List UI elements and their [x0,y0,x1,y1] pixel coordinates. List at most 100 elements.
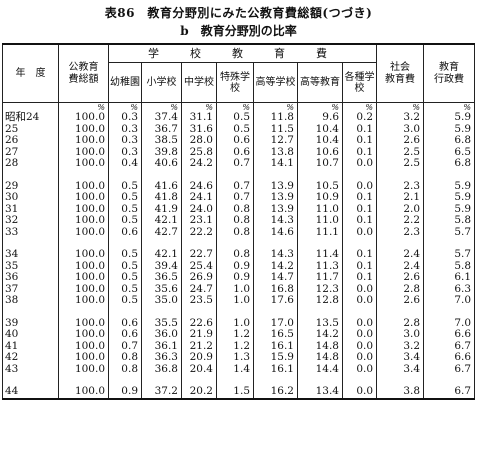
table-row: 32 100.0 0.5 42.1 23.1 0.8 14.3 11.0 0.1 2.2 5.8 [2,214,476,227]
value-cell: 2.6 [376,271,425,284]
header-admin: 教育 行政費 [423,43,476,103]
year-cell: 43 [2,363,59,375]
value-cell: 7.0 [423,317,476,329]
value-cell: 41.8 [141,191,182,204]
value-cell: 0.1 [341,203,378,215]
value-cell: 15.9 [253,351,298,364]
value-cell: 100.0 [58,214,109,227]
value-cell: 2.1 [376,191,425,204]
value-cell: 100.0 [58,248,109,261]
value-cell: 0.1 [341,260,378,272]
value-cell: 0.0 [341,283,378,295]
value-cell: 5.8 [423,260,476,272]
table-row: 35 100.0 0.5 39.4 25.4 0.9 14.2 11.3 0.1 2.4 5.8 [2,260,476,272]
value-cell: 11.0 [297,214,343,227]
value-cell: 6.6 [423,351,476,364]
value-cell: 2.4 [376,248,425,261]
table-row: 42 100.0 0.8 36.3 20.9 1.3 15.9 14.8 0.0 3.4 6.6 [2,351,476,364]
value-cell: 0.4 [108,157,142,170]
value-cell: 14.6 [253,226,298,238]
value-cell: 100.0 [58,363,109,375]
year-cell: 34 [2,248,59,261]
value-cell: 0.8 [216,226,254,238]
table-row: 28 100.0 0.4 40.6 24.2 0.7 14.1 10.7 0.0 2.5 6.8 [2,157,476,170]
table-row: 昭和24 100.0 0.3 37.4 31.1 0.5 11.8 9.6 0.2 3.2 5.9 [2,111,476,124]
value-cell: 21.9 [181,328,217,341]
table-row: 44 100.0 0.9 37.2 20.2 1.5 16.2 13.4 0.0 3.8 6.7 [2,385,476,400]
header-social: 社会 教育費 [376,43,425,103]
value-cell: 16.2 [253,385,298,400]
value-cell: 20.4 [181,363,217,375]
year-cell: 32 [2,214,59,227]
value-cell: 17.6 [253,294,298,307]
value-cell: 1.3 [216,351,254,364]
value-cell: 0.8 [108,351,142,364]
value-cell: 14.4 [297,363,343,375]
value-cell: 23.5 [181,294,217,307]
value-cell: 26.9 [181,271,217,284]
value-cell: 16.5 [253,328,298,341]
value-cell: 0.6 [108,226,142,238]
value-cell: 0.1 [341,134,378,147]
value-cell: 36.8 [141,363,182,375]
table-row: 39 100.0 0.6 35.5 22.6 1.0 17.0 13.5 0.0 2.8 7.0 [2,317,476,329]
value-cell: 3.2 [376,111,425,124]
value-cell: 100.0 [58,226,109,238]
header-misc-school: 各種学校 [341,62,378,103]
value-cell: 0.0 [341,157,378,170]
value-cell: 0.0 [341,294,378,307]
value-cell: 1.0 [216,294,254,307]
value-cell: 13.4 [297,385,343,400]
year-cell: 42 [2,351,59,364]
value-cell: 42.1 [141,248,182,261]
value-cell: 38.5 [141,134,182,147]
value-cell: 14.1 [253,157,298,170]
education-expenditure-table: 年 度 公教育 費総額 学 校 教 育 費 社会 教育費 教育 行政費 幼稚園 … [2,43,476,400]
value-cell: 2.6 [376,134,425,147]
value-cell: 0.0 [341,351,378,364]
value-cell: 2.2 [376,214,425,227]
value-cell: 22.7 [181,248,217,261]
value-cell: 20.9 [181,351,217,364]
table-row: 27 100.0 0.3 39.8 25.8 0.6 13.8 10.6 0.1 2.5 6.5 [2,146,476,158]
value-cell: 2.6 [376,294,425,307]
table-row: 41 100.0 0.7 36.1 21.2 1.2 16.1 14.8 0.0 3.2 6.7 [2,340,476,352]
value-cell: 100.0 [58,134,109,147]
value-cell: 1.5 [216,385,254,400]
value-cell: 6.7 [423,340,476,352]
value-cell: 10.7 [297,157,343,170]
value-cell: 6.8 [423,157,476,170]
value-cell: 0.1 [341,146,378,158]
table-title: 表86 教育分野別にみた公教育費総額(つづき) [104,6,373,20]
header-total: 公教育 費総額 [58,43,109,103]
value-cell: 100.0 [58,271,109,284]
value-cell: 14.8 [297,351,343,364]
table-row: 43 100.0 0.8 36.8 20.4 1.4 16.1 14.4 0.0 3.4 6.7 [2,363,476,375]
value-cell: 0.5 [108,191,142,204]
spacer-row [2,169,476,181]
value-cell: 28.0 [181,134,217,147]
value-cell: 42.1 [141,214,182,227]
value-cell: 36.3 [141,351,182,364]
value-cell: 6.6 [423,328,476,341]
value-cell: 35.0 [141,294,182,307]
value-cell: 1.4 [216,363,254,375]
table-row: 29 100.0 0.5 41.6 24.6 0.7 13.9 10.5 0.0 2.3 5.9 [2,180,476,192]
value-cell: 0.0 [341,328,378,341]
value-cell: 14.3 [253,214,298,227]
value-cell: 5.9 [423,191,476,204]
year-cell: 36 [2,271,59,284]
value-cell: 100.0 [58,351,109,364]
value-cell: 13.9 [253,191,298,204]
value-cell: 0.2 [341,111,378,124]
value-cell: 37.2 [141,385,182,400]
value-cell: 1.2 [216,328,254,341]
value-cell: 100.0 [58,157,109,170]
table-subtitle: b 教育分野別の比率 [180,24,297,38]
value-cell: 36.0 [141,328,182,341]
value-cell: 5.9 [423,123,476,135]
value-cell: 24.2 [181,157,217,170]
value-cell: 0.5 [108,248,142,261]
value-cell: 6.1 [423,271,476,284]
value-cell: 100.0 [58,294,109,307]
